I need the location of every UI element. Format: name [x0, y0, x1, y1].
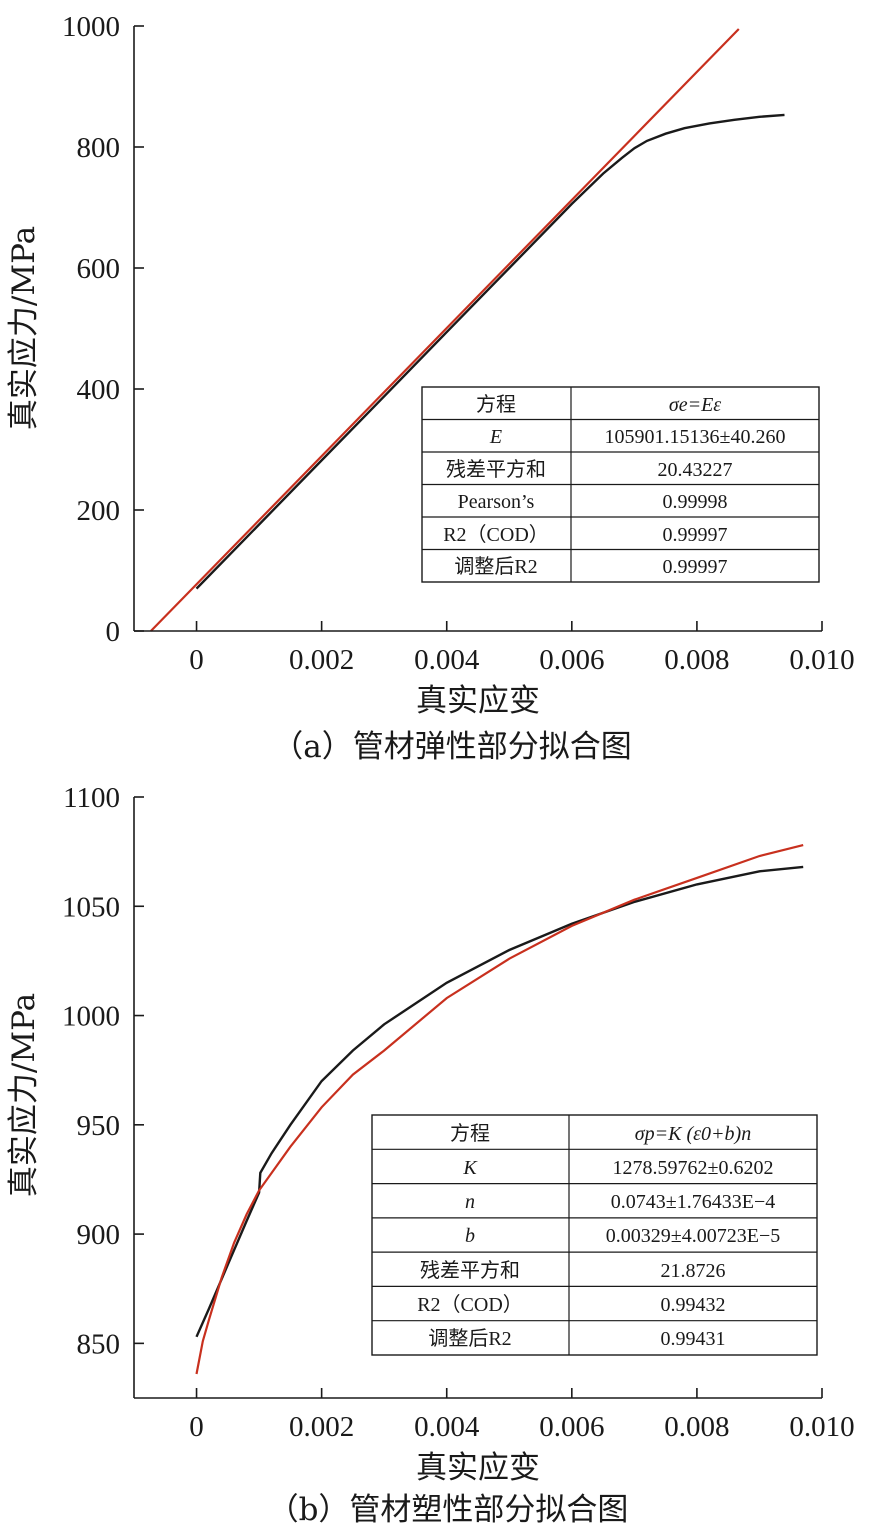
- chart-a-table-value: 0.99998: [663, 491, 728, 513]
- chart-a-x-tick-label: 0.002: [289, 644, 354, 676]
- chart-a-table-label: 残差平方和: [446, 458, 546, 481]
- chart-a-table-value: 0.99997: [663, 524, 728, 546]
- chart-b-x-tick-label: 0.004: [414, 1411, 480, 1443]
- chart-b-table-value: 1278.59762±0.6202: [613, 1157, 774, 1179]
- chart-a-curves: [150, 28, 785, 632]
- chart-a-x-axis-title: 真实应变: [416, 683, 540, 719]
- chart-a-x-tick-label: 0.010: [789, 644, 854, 676]
- chart-b-series-fit-line: [195, 844, 804, 1375]
- chart-a-axes: 0 200 400 600 800 1000 0 0.002 0.004 0.006 0.008 0…: [62, 11, 855, 676]
- chart-a-y-axis-title: 真实应力/MPa: [6, 226, 42, 430]
- chart-a-table-label: 方程: [476, 393, 516, 416]
- chart-a-table-label: R2（COD）: [443, 523, 549, 546]
- chart-a-table-value: σe=Eε: [669, 394, 721, 416]
- chart-a-table-label: Pearson’s: [458, 491, 535, 513]
- chart-a-table-value: 0.99997: [663, 556, 728, 578]
- chart-b-y-tick-label: 1100: [63, 782, 120, 814]
- chart-b: 850 900 950 1000 1050 1100 0 0.002 0.004 0.006 0.…: [6, 782, 855, 1528]
- chart-b-x-tick-label: 0: [189, 1411, 204, 1443]
- chart-b-table-value: 0.99431: [661, 1328, 726, 1350]
- chart-b-table-label: 调整后R2: [428, 1327, 511, 1350]
- chart-b-table-value: 0.99432: [661, 1294, 726, 1316]
- chart-b-y-tick-label: 950: [77, 1110, 121, 1142]
- chart-b-axes: 850 900 950 1000 1050 1100 0 0.002 0.004 0.006 0.…: [62, 782, 855, 1443]
- chart-a-y-tick-label: 800: [77, 132, 121, 164]
- chart-a-caption: （a）管材弹性部分拟合图: [272, 729, 631, 765]
- chart-a-series-measured-line: [195, 113, 785, 590]
- chart-a-table-label: 调整后R2: [454, 555, 537, 578]
- chart-b-x-tick-label: 0.006: [539, 1411, 604, 1443]
- chart-b-series-measured-line: [195, 865, 804, 1338]
- chart-b-table-value: σp=K (ε0+b)n: [635, 1123, 751, 1145]
- chart-b-table-label: 方程: [450, 1122, 490, 1145]
- chart-a-x-tick-label: 0.006: [539, 644, 604, 676]
- chart-b-x-tick-label: 0.008: [664, 1411, 729, 1443]
- chart-a-x-tick-label: 0: [189, 644, 204, 676]
- chart-a-table-value: 20.43227: [658, 459, 733, 481]
- chart-a-y-tick-label: 400: [77, 374, 121, 406]
- chart-b-x-axis-title: 真实应变: [416, 1450, 540, 1486]
- chart-b-table-label: n: [465, 1191, 475, 1213]
- chart-a-table-label: E: [489, 426, 502, 448]
- chart-b-x-tick-label: 0.002: [289, 1411, 354, 1443]
- chart-a-table-value: 105901.15136±40.260: [605, 426, 786, 448]
- chart-b-table-label: b: [465, 1225, 475, 1247]
- chart-b-y-axis-title: 真实应力/MPa: [6, 993, 42, 1197]
- chart-b-table-label: K: [462, 1157, 478, 1179]
- chart-a-y-tick-label: 0: [106, 616, 121, 648]
- chart-b-x-tick-label: 0.010: [789, 1411, 854, 1443]
- chart-a-y-tick-label: 1000: [62, 11, 120, 43]
- chart-a-y-tick-label: 200: [77, 495, 121, 527]
- chart-b-table-label: 残差平方和: [420, 1259, 520, 1282]
- chart-a-x-tick-label: 0.004: [414, 644, 480, 676]
- chart-a-table: 方程 σe=Eε E 105901.15136±40.260 残差平方和 20.…: [421, 386, 820, 583]
- chart-b-table-value: 21.8726: [661, 1260, 726, 1282]
- chart-b-table-label: R2（COD）: [417, 1293, 523, 1316]
- chart-b-caption: （b）管材塑性部分拟合图: [268, 1492, 629, 1528]
- chart-a: 0 200 400 600 800 1000 0 0.002 0.004 0.006 0.008 0…: [6, 11, 855, 765]
- chart-b-table-value: 0.00329±4.00723E−5: [606, 1225, 780, 1247]
- chart-a-series-fit-line: [150, 28, 740, 632]
- chart-b-y-tick-label: 850: [77, 1328, 121, 1360]
- chart-b-table-value: 0.0743±1.76433E−4: [611, 1191, 775, 1213]
- chart-b-y-tick-label: 1050: [62, 891, 120, 923]
- chart-a-y-tick-label: 600: [77, 253, 121, 285]
- chart-a-x-tick-label: 0.008: [664, 644, 729, 676]
- chart-b-table: 方程 σp=K (ε0+b)n K 1278.59762±0.6202 n 0.…: [371, 1114, 818, 1356]
- chart-b-curves: [195, 844, 804, 1375]
- chart-b-y-tick-label: 900: [77, 1219, 121, 1251]
- chart-b-table-border: [371, 1114, 818, 1356]
- chart-b-y-tick-label: 1000: [62, 1001, 120, 1033]
